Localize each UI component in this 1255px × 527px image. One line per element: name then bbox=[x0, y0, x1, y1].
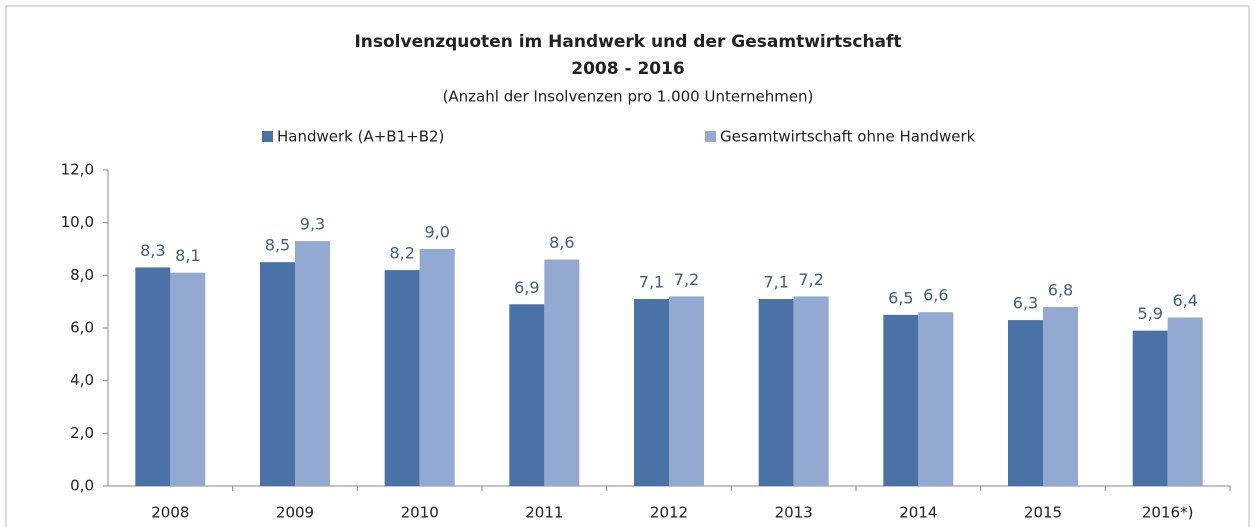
bar bbox=[1167, 317, 1203, 486]
value-label: 6,9 bbox=[514, 278, 539, 297]
x-tick-label: 2016*) bbox=[1142, 504, 1194, 522]
y-tick-label: 8,0 bbox=[70, 266, 94, 284]
bar bbox=[509, 304, 545, 486]
bar bbox=[1132, 330, 1168, 486]
y-tick-label: 2,0 bbox=[70, 424, 94, 442]
bar bbox=[1008, 320, 1043, 486]
x-tick-label: 2012 bbox=[650, 504, 688, 522]
value-label: 6,6 bbox=[923, 286, 948, 305]
y-tick-label: 4,0 bbox=[70, 371, 94, 389]
y-tick-label: 0,0 bbox=[70, 477, 94, 495]
bar bbox=[170, 272, 206, 486]
legend-label: Gesamtwirtschaft ohne Handwerk bbox=[720, 128, 976, 146]
x-tick-label: 2014 bbox=[899, 504, 937, 522]
x-tick-label: 2009 bbox=[276, 504, 314, 522]
legend-label: Handwerk (A+B1+B2) bbox=[277, 128, 444, 146]
x-tick-label: 2013 bbox=[775, 504, 813, 522]
value-label: 8,5 bbox=[265, 236, 290, 255]
bar bbox=[1043, 306, 1078, 486]
value-label: 8,2 bbox=[389, 244, 414, 263]
x-tick-label: 2011 bbox=[525, 504, 563, 522]
chart-note: (Anzahl der Insolvenzen pro 1.000 Untern… bbox=[443, 88, 814, 106]
value-label: 8,3 bbox=[140, 241, 165, 260]
value-label: 9,3 bbox=[300, 215, 325, 234]
bar bbox=[384, 270, 420, 486]
value-label: 6,5 bbox=[888, 288, 913, 307]
value-label: 6,4 bbox=[1172, 291, 1197, 310]
legend-swatch bbox=[705, 131, 716, 142]
chart-title: Insolvenzquoten im Handwerk und der Gesa… bbox=[354, 32, 901, 52]
chart-subtitle: 2008 - 2016 bbox=[571, 59, 685, 79]
chart-frame bbox=[5, 5, 1250, 527]
y-tick-label: 12,0 bbox=[61, 161, 94, 179]
value-label: 7,2 bbox=[674, 270, 699, 289]
y-tick-label: 10,0 bbox=[61, 213, 94, 231]
value-label: 6,3 bbox=[1013, 294, 1038, 313]
value-label: 8,6 bbox=[549, 233, 574, 252]
bar bbox=[793, 296, 829, 486]
bar bbox=[883, 314, 919, 486]
bar bbox=[758, 299, 794, 486]
bar bbox=[419, 249, 455, 486]
value-label: 8,1 bbox=[175, 246, 200, 265]
y-tick-label: 6,0 bbox=[70, 319, 94, 337]
bar bbox=[918, 312, 954, 486]
bar bbox=[544, 259, 580, 486]
bar bbox=[634, 299, 669, 486]
bar bbox=[669, 296, 704, 486]
value-label: 7,2 bbox=[798, 270, 823, 289]
value-label: 7,1 bbox=[639, 273, 664, 292]
x-tick-label: 2010 bbox=[401, 504, 439, 522]
value-label: 5,9 bbox=[1137, 304, 1162, 323]
value-label: 9,0 bbox=[424, 223, 449, 242]
value-label: 7,1 bbox=[763, 273, 788, 292]
bar bbox=[260, 262, 295, 486]
bar bbox=[295, 241, 330, 486]
x-tick-label: 2015 bbox=[1024, 504, 1062, 522]
bar bbox=[135, 267, 171, 486]
value-label: 6,8 bbox=[1048, 280, 1073, 299]
legend-swatch bbox=[262, 131, 273, 142]
x-tick-label: 2008 bbox=[151, 504, 189, 522]
